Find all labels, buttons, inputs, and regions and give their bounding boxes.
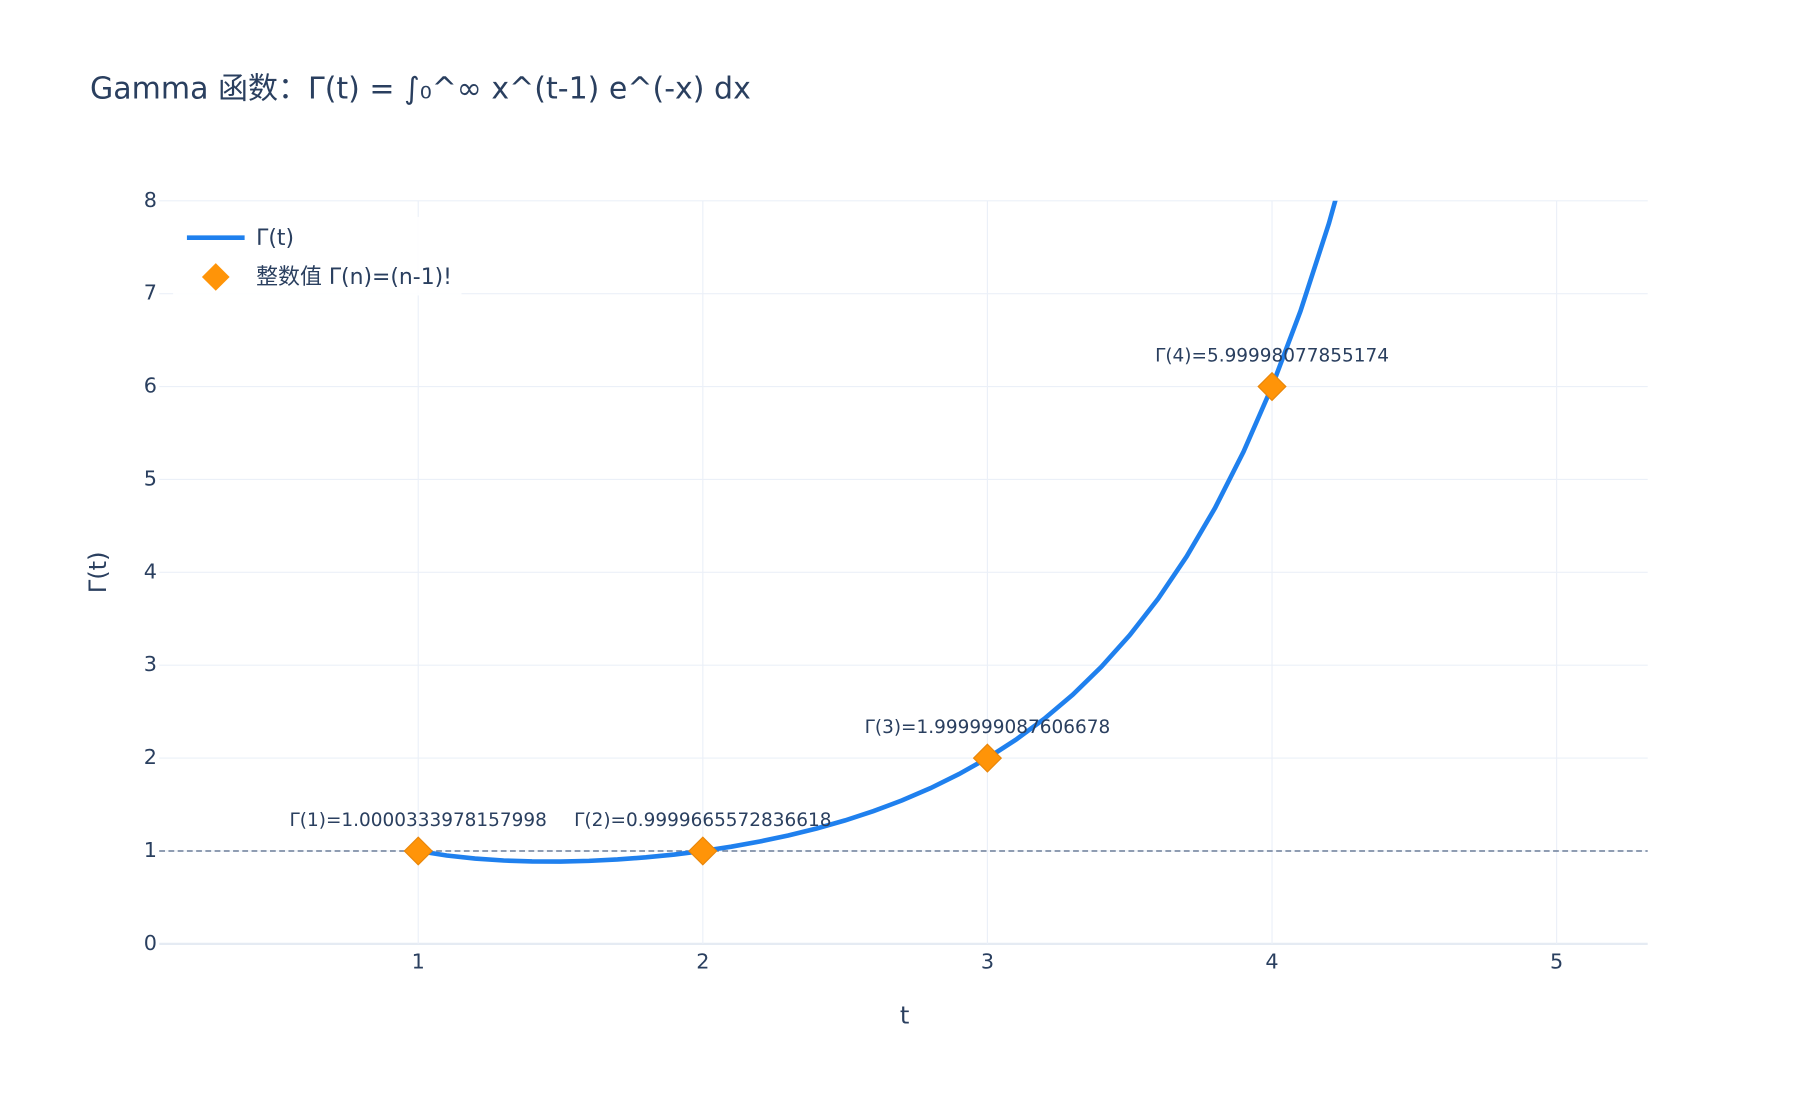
x-tick-label: 4 [1265,949,1278,973]
value-label: Γ(4)=5.99998077855174 [1155,346,1389,367]
y-tick-label: 4 [144,559,157,583]
legend-label: Γ(t) [256,226,294,251]
value-label: Γ(1)=1.0000333978157998 [290,810,547,831]
y-tick-label: 2 [144,745,157,769]
y-tick-label: 3 [144,652,157,676]
x-tick-label: 1 [412,949,425,973]
chart-title: Gamma 函数：Γ(t) = ∫₀^∞ x^(t-1) e^(-x) dx [90,72,751,107]
gamma-curve [417,200,1338,864]
x-tick-label: 5 [1550,949,1563,973]
y-tick-label: 6 [144,374,157,398]
y-tick-label: 7 [144,281,157,305]
legend-label: 整数值 Γ(n)=(n-1)! [256,265,452,290]
y-tick-label: 5 [144,466,157,490]
integer-point [403,836,433,866]
y-tick-label: 1 [144,838,157,862]
plot-area [417,200,1338,864]
x-axis-title: t [900,1002,910,1030]
x-tick-label: 3 [981,949,994,973]
y-tick-label: 8 [144,188,157,212]
integer-point [972,743,1003,773]
x-tick-label: 2 [696,949,709,973]
integer-point [1257,371,1287,402]
y-tick-label: 0 [144,931,157,955]
value-label: Γ(3)=1.999999087606678 [865,717,1111,738]
integer-point [688,836,718,866]
value-label: Γ(2)=0.9999665572836618 [574,810,831,831]
y-axis-title: Γ(t) [84,551,112,593]
